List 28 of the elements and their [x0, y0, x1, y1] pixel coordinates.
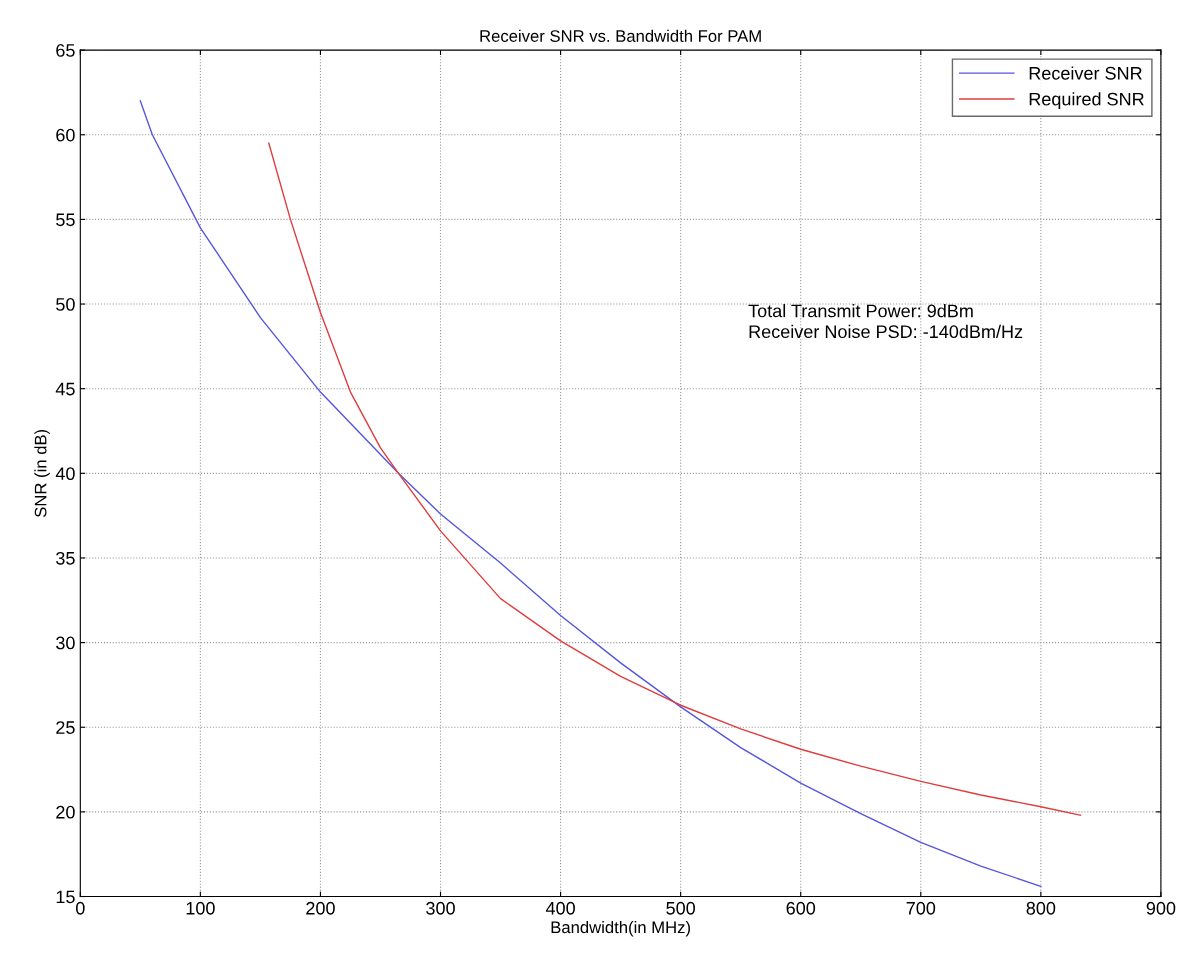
annotation: Total Transmit Power: 9dBm Receiver Noise PSD: -140dBm/Hz	[748, 304, 1023, 339]
line-series	[268, 142, 1082, 816]
legend-label: Receiver SNR	[1029, 66, 1142, 80]
y-axis-title: SNR (in dB)	[34, 429, 50, 518]
x-tick-label: 900	[1146, 901, 1176, 915]
chart-title: Receiver SNR vs. Bandwidth For PAM	[480, 29, 761, 42]
x-tick-label: 700	[906, 901, 936, 915]
x-tick-label: 100	[186, 901, 215, 915]
y-tick-label: 50	[56, 297, 75, 311]
x-tick-label: 0	[75, 901, 85, 915]
x-tick-label: 800	[1026, 901, 1056, 915]
x-axis-title: Bandwidth(in MHz)	[551, 920, 690, 937]
y-tick-label: 45	[55, 382, 75, 396]
y-tick-label: 20	[56, 805, 75, 819]
y-tick-label: 15	[56, 890, 75, 904]
y-tick-label: 25	[56, 721, 75, 734]
y-tick-label: 30	[56, 636, 75, 650]
legend-label: Required SNR	[1029, 92, 1144, 110]
x-tick-label: 200	[306, 901, 335, 915]
y-tick-label: 40	[55, 467, 75, 481]
y-tick-label: 35	[56, 551, 75, 565]
y-tick-label: 55	[56, 213, 75, 227]
x-tick-label: 600	[786, 901, 816, 915]
y-tick-label: 60	[56, 128, 75, 142]
y-tick-label: 65	[56, 44, 75, 57]
x-tick-label: 400	[545, 901, 575, 915]
x-tick-label: 300	[426, 901, 455, 915]
x-tick-label: 500	[666, 901, 696, 915]
